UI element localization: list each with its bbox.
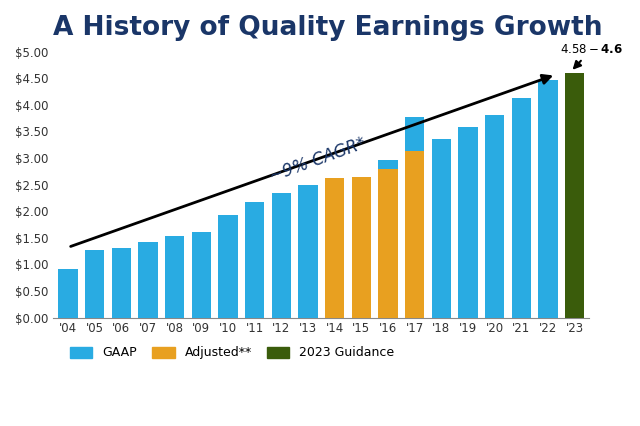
Bar [298,184,317,317]
Bar [352,177,371,317]
Text: ~9% CAGR*: ~9% CAGR* [268,135,369,186]
Bar [272,193,291,317]
Bar [565,73,584,317]
Bar [432,139,451,317]
Bar [405,151,424,317]
Bar [405,117,424,317]
Bar [458,127,477,317]
Bar [325,178,344,317]
Text: $4.58-$4.6: $4.58-$4.6 [560,43,623,68]
Bar [85,250,104,317]
Bar [352,193,371,317]
Legend: GAAP, Adjusted**, 2023 Guidance: GAAP, Adjusted**, 2023 Guidance [65,342,399,365]
Bar [138,242,157,317]
Bar [378,169,397,317]
Bar [512,98,531,317]
Bar [485,115,504,317]
Bar [58,269,77,317]
Bar [218,216,237,317]
Bar [165,236,184,317]
Bar [538,80,557,317]
Bar [378,160,397,317]
Text: A History of Quality Earnings Growth: A History of Quality Earnings Growth [53,15,603,41]
Bar [192,233,211,317]
Bar [325,179,344,317]
Bar [112,248,131,317]
Bar [245,202,264,317]
